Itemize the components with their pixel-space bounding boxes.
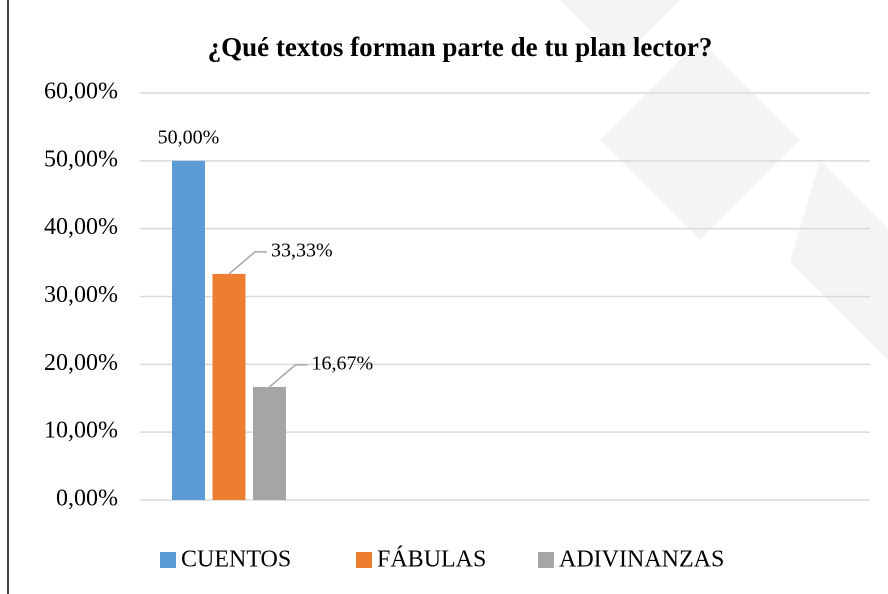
bar: [253, 386, 286, 500]
y-tick-label: 0,00%: [56, 486, 118, 512]
value-label: 16,67%: [312, 353, 374, 375]
legend-label: FÁBULAS: [377, 547, 486, 573]
legend-label: ADIVINANZAS: [559, 547, 724, 573]
y-tick-label: 60,00%: [44, 79, 118, 105]
y-tick-label: 40,00%: [44, 214, 118, 240]
legend-marker: [538, 552, 554, 568]
leader-line: [269, 364, 308, 388]
value-label: 33,33%: [271, 240, 333, 262]
legend-label: CUENTOS: [181, 547, 291, 573]
leader-line: [228, 251, 267, 275]
legend-marker: [160, 552, 176, 568]
y-tick-label: 20,00%: [44, 350, 118, 376]
y-tick-label: 10,00%: [44, 418, 118, 444]
bar: [212, 273, 246, 500]
chart-title: ¿Qué textos forman parte de tu plan lect…: [208, 32, 713, 62]
legend-marker: [356, 552, 372, 568]
background-decoration: [560, 0, 888, 360]
bar: [172, 160, 205, 501]
y-tick-label: 50,00%: [44, 146, 118, 172]
value-label: 50,00%: [158, 126, 220, 148]
y-tick-label: 30,00%: [44, 282, 118, 308]
